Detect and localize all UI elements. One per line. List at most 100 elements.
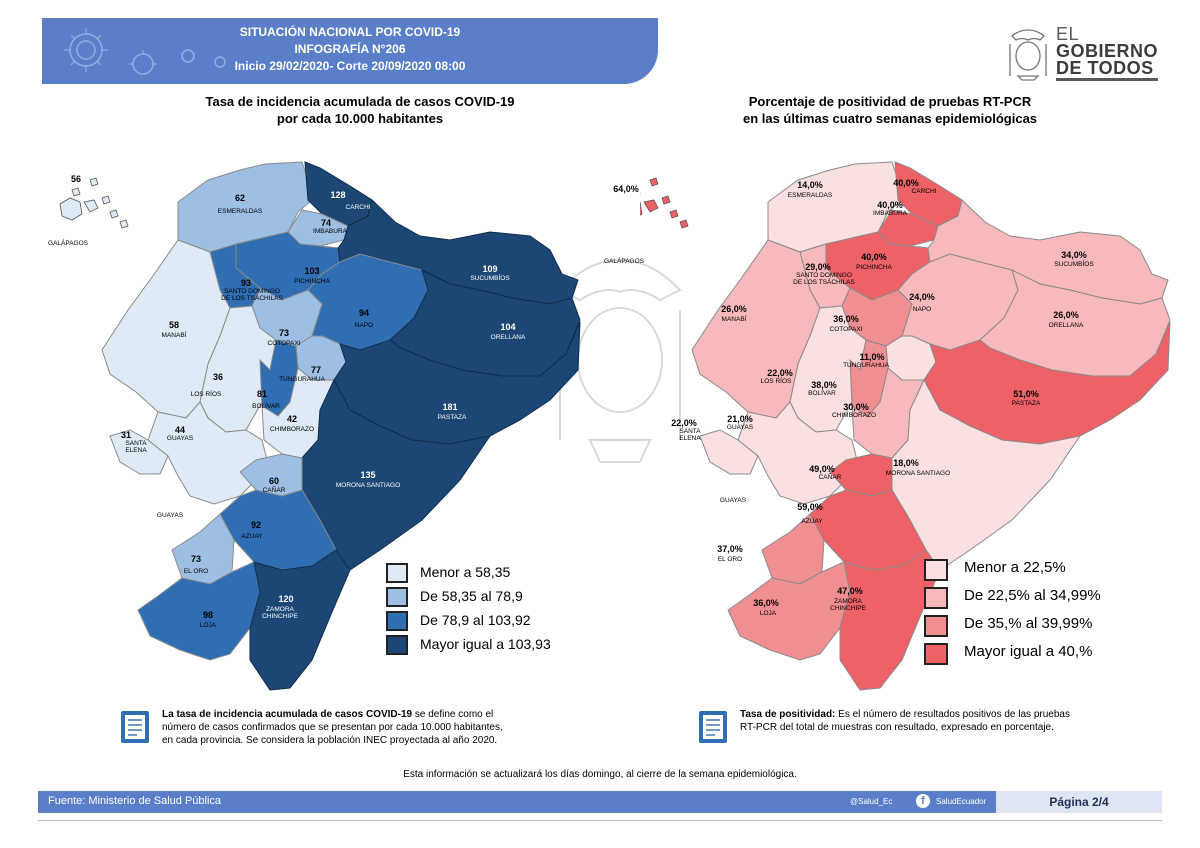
- right-legend: Menor a 22,5% De 22,5% al 34,99% De 35,%…: [924, 558, 1154, 668]
- province-value-los-rios: 22,0%: [767, 368, 793, 378]
- province-name-orellana: ORELLANA: [1048, 322, 1084, 329]
- province-name-bolivar: BOLÍVAR: [808, 390, 836, 397]
- province-name-santa-elena: SANTA ELENA: [125, 440, 146, 454]
- left-legend-item: Menor a 58,35: [386, 562, 586, 583]
- twitter-handle[interactable]: @Salud_Ec: [850, 797, 893, 806]
- province-galapagos: [71, 187, 81, 197]
- left-legend-item: De 58,35 al 78,9: [386, 586, 586, 607]
- legend-label: De 22,5% al 34,99%: [964, 587, 1101, 604]
- legend-label: Menor a 58,35: [420, 564, 511, 580]
- province-name-imbabura: IMBABURA: [313, 228, 347, 235]
- province-name-line: ELENA: [125, 447, 147, 454]
- province-value-orellana: 104: [500, 322, 516, 332]
- province-value-loja: 98: [202, 610, 214, 620]
- province-name-line: ZAMORA: [266, 606, 294, 613]
- province-azuay: [219, 489, 337, 571]
- province-value-chimborazo: 42: [286, 414, 298, 424]
- legend-swatch: [924, 615, 948, 637]
- logo-line-1: EL: [1056, 24, 1080, 44]
- province-name-azuay: AZUAY: [801, 518, 823, 525]
- legend-swatch: [924, 559, 948, 581]
- legend-label: De 78,9 al 103,92: [420, 612, 531, 628]
- legend-label: De 58,35 al 78,9: [420, 588, 523, 604]
- legend-label: Mayor igual a 103,93: [420, 636, 551, 652]
- province-name-sucumbios: SUCUMBÍOS: [1054, 261, 1094, 268]
- left-legend-item: Mayor igual a 103,93: [386, 634, 586, 655]
- province-name-cotopaxi: COTOPAXI: [267, 340, 301, 347]
- province-name-loja: LOJA: [199, 622, 217, 629]
- province-value-manabi: 26,0%: [721, 304, 747, 314]
- guayas-island-label: GUAYAS: [719, 497, 747, 504]
- province-value-canar: 49,0%: [809, 464, 835, 474]
- province-value-carchi: 128: [330, 190, 346, 200]
- right-note-rest: Es el número de resultados positivos de …: [835, 709, 1070, 720]
- left-note-line-2: número de casos confirmados que se prese…: [162, 722, 503, 733]
- legend-label: De 35,% al 39,99%: [964, 615, 1093, 632]
- left-note-rest: se define como el: [412, 709, 494, 720]
- province-value-los-rios: 36: [212, 372, 224, 382]
- province-name-pichincha: PICHINCHA: [294, 278, 330, 285]
- province-value-orellana: 26,0%: [1053, 310, 1079, 320]
- province-name-tungurahua: TUNGURAHUA: [843, 362, 889, 369]
- province-value-pichincha: 40,0%: [861, 252, 887, 262]
- province-value-santo-domingo-de-los-tsachilas: 93: [240, 278, 252, 288]
- province-value-napo: 94: [358, 308, 370, 318]
- province-value-bolivar: 81: [256, 389, 268, 399]
- update-note: Esta información se actualizará los días…: [403, 769, 797, 780]
- province-name-line: SANTO DOMINGO: [796, 272, 852, 279]
- province-value-sucumbios: 34,0%: [1061, 250, 1087, 260]
- left-map-title: Tasa de incidencia acumulada de casos CO…: [150, 93, 570, 127]
- logo-line-2: GOBIERNO: [1056, 41, 1159, 61]
- header-date-range: Inicio 29/02/2020- Corte 20/09/2020 08:0…: [234, 59, 466, 73]
- header-banner: SITUACIÓN NACIONAL POR COVID-19 INFOGRAF…: [42, 18, 658, 84]
- province-name-santo-domingo-de-los-tsachilas: SANTO DOMINGO DE LOS TSÁCHILAS: [221, 288, 283, 302]
- province-name-santa-elena: SANTA ELENA: [679, 428, 700, 442]
- right-legend-item: De 35,% al 39,99%: [924, 614, 1154, 637]
- right-positivity-map: [640, 161, 1171, 691]
- page-number: Página 2/4: [996, 791, 1162, 813]
- province-value-azuay: 92: [250, 520, 262, 530]
- province-name-el-oro: EL ORO: [717, 556, 743, 563]
- province-name-esmeraldas: ESMERALDAS: [217, 208, 263, 215]
- province-name-sucumbios: SUCUMBÍOS: [470, 275, 510, 282]
- province-name-manabi: MANABÍ: [721, 316, 747, 323]
- province-name-line: DE LOS TSÁCHILAS: [221, 295, 283, 302]
- province-value-morona-santiago: 135: [360, 470, 376, 480]
- province-name-los-rios: LOS RÍOS: [760, 378, 792, 385]
- province-value-tungurahua: 77: [310, 365, 322, 375]
- province-value-sucumbios: 109: [482, 264, 498, 274]
- legend-swatch: [386, 635, 408, 655]
- province-name-pastaza: PASTAZA: [1011, 400, 1041, 407]
- province-galapagos: [83, 199, 99, 213]
- province-name-guayas: GUAYAS: [166, 435, 194, 442]
- province-value-el-oro: 73: [190, 554, 202, 564]
- province-name-manabi: MANABÍ: [161, 332, 187, 339]
- header-infographic-number: INFOGRAFÍA N°206: [294, 42, 406, 56]
- province-name-guayas: GUAYAS: [726, 424, 754, 431]
- province-value-canar: 60: [268, 476, 280, 486]
- province-value-imbabura: 40,0%: [877, 200, 903, 210]
- province-name-pichincha: PICHINCHA: [856, 264, 892, 271]
- province-name-chimborazo: CHIMBORAZO: [831, 412, 877, 419]
- province-value-santa-elena: 22,0%: [671, 418, 697, 428]
- province-value-galapagos: 56: [70, 174, 82, 184]
- province-value-guayas: 21,0%: [727, 414, 753, 424]
- province-galapagos: [119, 219, 129, 229]
- province-value-santa-elena: 31: [120, 430, 132, 440]
- right-map-title: Porcentaje de positividad de pruebas RT-…: [680, 93, 1100, 127]
- province-value-chimborazo: 30,0%: [843, 402, 869, 412]
- province-zamora-chinchipe: [249, 549, 351, 691]
- province-value-zamora-chinchipe: 47,0%: [837, 586, 863, 596]
- right-map-title-line-2: en las últimas cuatro semanas epidemioló…: [742, 111, 1038, 126]
- facebook-handle[interactable]: SaludEcuador: [936, 797, 987, 806]
- province-name-orellana: ORELLANA: [490, 334, 526, 341]
- province-value-el-oro: 37,0%: [717, 544, 743, 554]
- right-map-title-line-1: Porcentaje de positividad de pruebas RT-…: [748, 94, 1032, 109]
- province-galapagos: [669, 209, 679, 219]
- province-name-cotopaxi: COTOPAXI: [829, 326, 863, 333]
- right-legend-item: Mayor igual a 40,%: [924, 642, 1154, 665]
- province-value-loja: 36,0%: [753, 598, 779, 608]
- government-logo: EL GOBIERNO DE TODOS: [1004, 24, 1164, 84]
- province-value-esmeraldas: 62: [234, 193, 246, 203]
- province-zamora-chinchipe: [839, 549, 941, 691]
